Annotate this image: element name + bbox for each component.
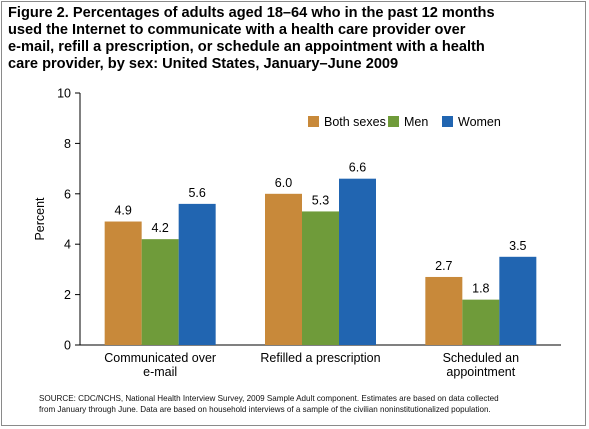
bar xyxy=(425,276,463,345)
legend-label: Women xyxy=(458,115,501,129)
legend-label: Men xyxy=(404,115,428,129)
chart-legend: Both sexes Men Women xyxy=(308,115,501,129)
legend-label: Both sexes xyxy=(324,115,386,129)
y-tick-label: 2 xyxy=(64,288,71,302)
bar xyxy=(141,239,179,345)
category-label: Scheduled an xyxy=(443,351,520,365)
title-line-1: Figure 2. Percentages of adults aged 18–… xyxy=(8,5,495,21)
category-label: Communicated over xyxy=(104,351,216,365)
legend-swatch xyxy=(308,116,319,127)
bar xyxy=(499,256,537,345)
category-label: e-mail xyxy=(143,365,177,379)
data-label: 1.8 xyxy=(472,282,489,296)
bar xyxy=(178,203,216,345)
data-label: 6.6 xyxy=(349,161,366,175)
legend-swatch xyxy=(442,116,453,127)
chart-bars: 4.9 4.2 5.6 6.0 5.3 6.6 2.7 1.8 3.5 xyxy=(104,161,537,345)
y-tick-label: 0 xyxy=(64,339,71,353)
bar xyxy=(265,193,302,345)
y-tick-label: 6 xyxy=(64,187,71,201)
data-label: 2.7 xyxy=(435,259,452,273)
data-label: 3.5 xyxy=(509,239,526,253)
y-tick-label: 8 xyxy=(64,137,71,151)
bar xyxy=(462,299,500,345)
legend-swatch xyxy=(388,116,399,127)
title-line-3: e-mail, refill a prescription, or schedu… xyxy=(8,39,485,55)
y-tick-label: 10 xyxy=(57,87,71,101)
y-axis-label: Percent xyxy=(33,197,47,241)
data-label: 5.6 xyxy=(188,186,205,200)
source-line-2: from January through June. Data are base… xyxy=(39,405,491,414)
category-label: appointment xyxy=(446,365,515,379)
data-label: 6.0 xyxy=(275,176,292,190)
data-label: 5.3 xyxy=(312,193,329,207)
bar xyxy=(339,178,376,345)
y-tick-label: 4 xyxy=(64,238,71,252)
title-line-4: care provider, by sex: United States, Ja… xyxy=(8,56,399,72)
bar xyxy=(302,211,339,345)
category-label: Refilled a prescription xyxy=(260,351,380,365)
figure-title: Figure 2. Percentages of adults aged 18–… xyxy=(8,5,580,73)
bar xyxy=(104,221,142,345)
source-line-1: SOURCE: CDC/NCHS, National Health Interv… xyxy=(39,394,499,403)
source-note: SOURCE: CDC/NCHS, National Health Interv… xyxy=(39,393,579,415)
data-label: 4.9 xyxy=(114,204,131,218)
data-label: 4.2 xyxy=(151,221,168,235)
title-line-2: used the Internet to communicate with a … xyxy=(8,22,466,38)
